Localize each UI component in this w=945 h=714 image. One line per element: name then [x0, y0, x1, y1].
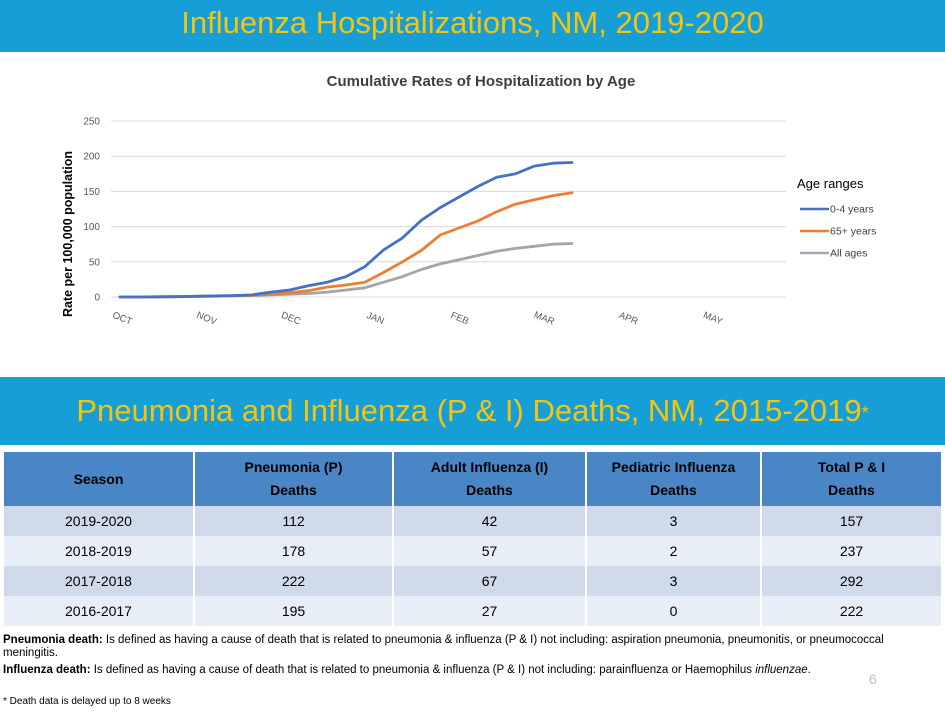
- series-line-3: [118, 242, 574, 299]
- table-header-row: Season Pneumonia (P) Deaths Adult Influen…: [4, 452, 941, 506]
- note-label: Pneumonia death:: [3, 634, 103, 646]
- x-tick-label: OCT: [111, 310, 134, 328]
- chart-series: [118, 161, 574, 299]
- pneumonia-death-definition: Pneumonia death: Is defined as having a …: [3, 634, 923, 660]
- table-cell: 2017-2018: [4, 566, 195, 596]
- table-row: 2018-2019 178 57 2 237: [4, 536, 941, 566]
- legend-label: 65+ years: [830, 226, 876, 238]
- table-cell: 2018-2019: [4, 536, 195, 566]
- page-number: 6: [869, 671, 877, 687]
- header-pediatric-influenza: Pediatric Influenza Deaths: [586, 452, 762, 506]
- header-line: Deaths: [270, 482, 317, 498]
- header-line: Deaths: [466, 482, 513, 498]
- y-tick-label: 0: [94, 293, 100, 304]
- note-text: Is defined as having a cause of death th…: [3, 634, 884, 659]
- y-tick-label: 100: [83, 222, 100, 233]
- y-axis-ticks: 0 50 100 150 200 250: [83, 117, 100, 304]
- deaths-table: Season Pneumonia (P) Deaths Adult Influen…: [4, 452, 941, 626]
- chart-gridlines: [111, 120, 786, 298]
- section-title-banner: Pneumonia and Influenza (P & I) Deaths, …: [0, 377, 945, 445]
- table-cell: 3: [586, 566, 762, 596]
- header-adult-influenza: Adult Influenza (I) Deaths: [393, 452, 587, 506]
- header-line: Season: [73, 470, 124, 487]
- slide-title-banner: Influenza Hospitalizations, NM, 2019-202…: [0, 0, 945, 52]
- x-tick-label: JAN: [365, 310, 386, 327]
- x-axis-ticks: OCT NOV DEC JAN FEB MAR APR MAY: [111, 310, 725, 328]
- chart-title: Cumulative Rates of Hospitalization by A…: [327, 73, 636, 90]
- note-label: Influenza death:: [3, 664, 91, 676]
- table-cell: 2: [586, 536, 762, 566]
- x-tick-label: NOV: [195, 310, 219, 328]
- table-row: 2019-2020 112 42 3 157: [4, 506, 941, 536]
- table-cell: 112: [194, 506, 394, 536]
- table-cell: 222: [194, 566, 394, 596]
- series-line-2: [118, 191, 574, 299]
- slide-title: Influenza Hospitalizations, NM, 2019-202…: [181, 5, 764, 40]
- header-line: Total P & I: [817, 459, 886, 475]
- section-title-asterisk: *: [861, 403, 869, 423]
- table-cell: 42: [393, 506, 587, 536]
- header-line: Pneumonia (P): [244, 459, 343, 475]
- table-cell: 0: [586, 596, 762, 626]
- note-italic: influenzae: [755, 664, 808, 676]
- chart-legend: Age ranges 0-4 years 65+ years All ages: [797, 176, 876, 260]
- y-tick-label: 150: [83, 187, 100, 198]
- table-cell: 157: [761, 506, 941, 536]
- series-line-1: [118, 161, 574, 299]
- table-cell: 195: [194, 596, 394, 626]
- note-end: .: [807, 664, 811, 676]
- influenza-death-definition: Influenza death: Is defined as having a …: [3, 664, 923, 677]
- x-tick-label: MAR: [532, 310, 556, 328]
- table-cell: 27: [393, 596, 587, 626]
- header-season: Season: [4, 452, 195, 506]
- x-tick-label: FEB: [449, 310, 470, 327]
- header-line: Pediatric Influenza: [611, 459, 736, 475]
- header-pneumonia: Pneumonia (P) Deaths: [194, 452, 394, 506]
- x-tick-label: DEC: [280, 310, 303, 328]
- x-tick-label: APR: [617, 310, 639, 328]
- table-cell: 67: [393, 566, 587, 596]
- table-cell: 57: [393, 536, 587, 566]
- y-tick-label: 200: [83, 152, 100, 163]
- legend-label: All ages: [830, 248, 867, 260]
- note-text: Is defined as having a cause of death th…: [90, 664, 756, 676]
- table-cell: 292: [761, 566, 941, 596]
- footnote: * Death data is delayed up to 8 weeks: [3, 696, 171, 707]
- header-total: Total P & I Deaths: [761, 452, 941, 506]
- hospitalization-chart: Cumulative Rates of Hospitalization by A…: [61, 73, 876, 328]
- legend-title: Age ranges: [797, 176, 864, 191]
- y-tick-label: 50: [89, 257, 101, 268]
- header-line: Deaths: [650, 482, 697, 498]
- header-line: Adult Influenza (I): [430, 459, 549, 475]
- y-tick-label: 250: [83, 117, 100, 128]
- table-row: 2017-2018 222 67 3 292: [4, 566, 941, 596]
- table-cell: 222: [761, 596, 941, 626]
- table-cell: 3: [586, 506, 762, 536]
- table-row: 2016-2017 195 27 0 222: [4, 596, 941, 626]
- table-cell: 237: [761, 536, 941, 566]
- table-cell: 2016-2017: [4, 596, 195, 626]
- legend-label: 0-4 years: [830, 204, 874, 216]
- section-title: Pneumonia and Influenza (P & I) Deaths, …: [76, 393, 862, 428]
- x-tick-label: MAY: [701, 310, 724, 328]
- y-axis-label: Rate per 100,000 population: [61, 151, 75, 317]
- header-line: Deaths: [828, 482, 875, 498]
- table-cell: 178: [194, 536, 394, 566]
- table-cell: 2019-2020: [4, 506, 195, 536]
